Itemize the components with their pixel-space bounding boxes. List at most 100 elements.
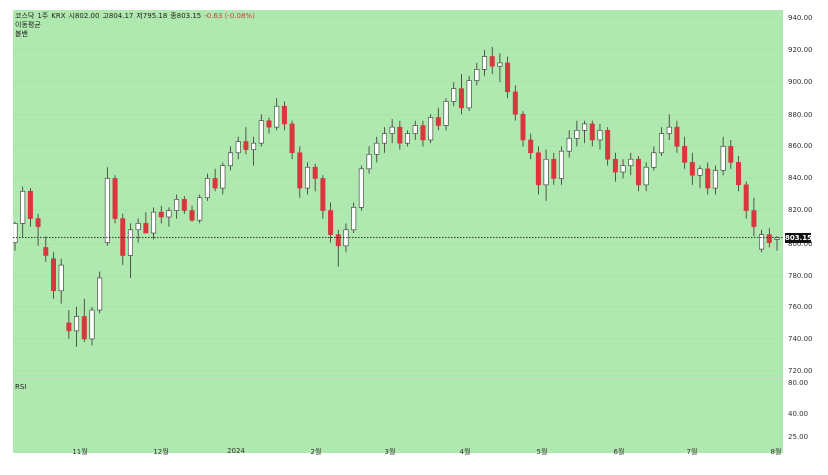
candle[interactable] (528, 133, 534, 160)
candle[interactable] (743, 181, 749, 219)
candle[interactable] (335, 229, 341, 267)
candle[interactable] (412, 120, 418, 140)
candle[interactable] (235, 136, 241, 160)
candle[interactable] (643, 162, 649, 192)
legend-indicator-ma[interactable]: 이동평균 (15, 21, 41, 29)
candle[interactable] (281, 101, 287, 131)
candle[interactable] (35, 213, 41, 246)
candle[interactable] (351, 202, 357, 234)
candle[interactable] (166, 207, 172, 227)
candle[interactable] (74, 306, 80, 347)
pane-separator[interactable] (13, 378, 783, 379)
candle[interactable] (582, 120, 588, 144)
candle[interactable] (705, 162, 711, 195)
candle[interactable] (420, 120, 426, 147)
candle[interactable] (50, 252, 56, 299)
candle[interactable] (220, 162, 226, 195)
candle[interactable] (759, 229, 765, 253)
candle[interactable] (659, 127, 665, 156)
candle[interactable] (728, 139, 734, 169)
candle[interactable] (104, 167, 110, 246)
candle[interactable] (466, 75, 472, 112)
candle[interactable] (474, 62, 480, 86)
legend-indicator-bb[interactable]: 볼밴 (15, 30, 28, 38)
candle[interactable] (204, 173, 210, 201)
candle[interactable] (120, 213, 126, 266)
candle[interactable] (566, 130, 572, 158)
candle[interactable] (543, 149, 549, 201)
candle[interactable] (366, 146, 372, 174)
candle[interactable] (251, 136, 257, 166)
candle[interactable] (13, 221, 18, 251)
candle[interactable] (443, 98, 449, 131)
candle[interactable] (143, 212, 149, 234)
candle[interactable] (512, 85, 518, 121)
candle[interactable] (535, 146, 541, 195)
candle[interactable] (197, 194, 203, 224)
candle[interactable] (228, 146, 234, 171)
candle[interactable] (605, 127, 611, 166)
candle[interactable] (712, 165, 718, 195)
candle[interactable] (20, 186, 26, 238)
candle[interactable] (151, 207, 157, 240)
candle[interactable] (497, 53, 503, 83)
candle[interactable] (258, 114, 264, 147)
candle[interactable] (720, 136, 726, 176)
candle[interactable] (397, 120, 403, 150)
candle[interactable] (505, 56, 511, 99)
candle[interactable] (574, 120, 580, 147)
candle[interactable] (435, 107, 441, 131)
candle[interactable] (451, 82, 457, 107)
candle[interactable] (289, 120, 295, 160)
candle[interactable] (489, 46, 495, 75)
candle[interactable] (674, 120, 680, 153)
candle[interactable] (304, 162, 310, 195)
candle[interactable] (266, 117, 272, 134)
time-axis[interactable] (13, 453, 828, 475)
candle[interactable] (66, 310, 72, 339)
candlestick-chart[interactable] (13, 10, 783, 378)
candle[interactable] (381, 127, 387, 153)
candle[interactable] (135, 218, 141, 243)
candle[interactable] (551, 152, 557, 185)
candle[interactable] (212, 168, 218, 192)
candle[interactable] (651, 146, 657, 171)
candle[interactable] (482, 50, 488, 76)
price-axis[interactable] (783, 10, 828, 453)
candle[interactable] (736, 155, 742, 192)
candle[interactable] (181, 196, 187, 214)
candle[interactable] (458, 74, 464, 115)
candle[interactable] (520, 111, 526, 147)
candle[interactable] (635, 155, 641, 192)
candle[interactable] (174, 194, 180, 219)
candle[interactable] (428, 114, 434, 144)
candle[interactable] (243, 127, 249, 155)
candle[interactable] (374, 136, 380, 163)
candle[interactable] (620, 159, 626, 179)
candle[interactable] (158, 205, 164, 224)
candle[interactable] (89, 306, 95, 346)
candle[interactable] (274, 98, 280, 131)
chart-area[interactable] (13, 10, 783, 453)
candle[interactable] (27, 188, 33, 227)
candle[interactable] (112, 175, 118, 224)
candle[interactable] (558, 146, 564, 185)
candle[interactable] (589, 120, 595, 147)
candle[interactable] (597, 123, 603, 150)
candle[interactable] (127, 223, 133, 278)
candle[interactable] (405, 130, 411, 147)
candle[interactable] (666, 114, 672, 140)
candle[interactable] (297, 146, 303, 198)
candle[interactable] (689, 152, 695, 185)
candle[interactable] (751, 197, 757, 237)
candle[interactable] (389, 119, 395, 144)
candle[interactable] (628, 152, 634, 176)
candle[interactable] (320, 175, 326, 219)
candle[interactable] (682, 136, 688, 169)
candle[interactable] (774, 236, 780, 251)
candle[interactable] (97, 271, 103, 314)
candle[interactable] (81, 298, 87, 343)
candle[interactable] (43, 236, 49, 262)
candle[interactable] (358, 165, 364, 211)
candle[interactable] (312, 164, 318, 192)
